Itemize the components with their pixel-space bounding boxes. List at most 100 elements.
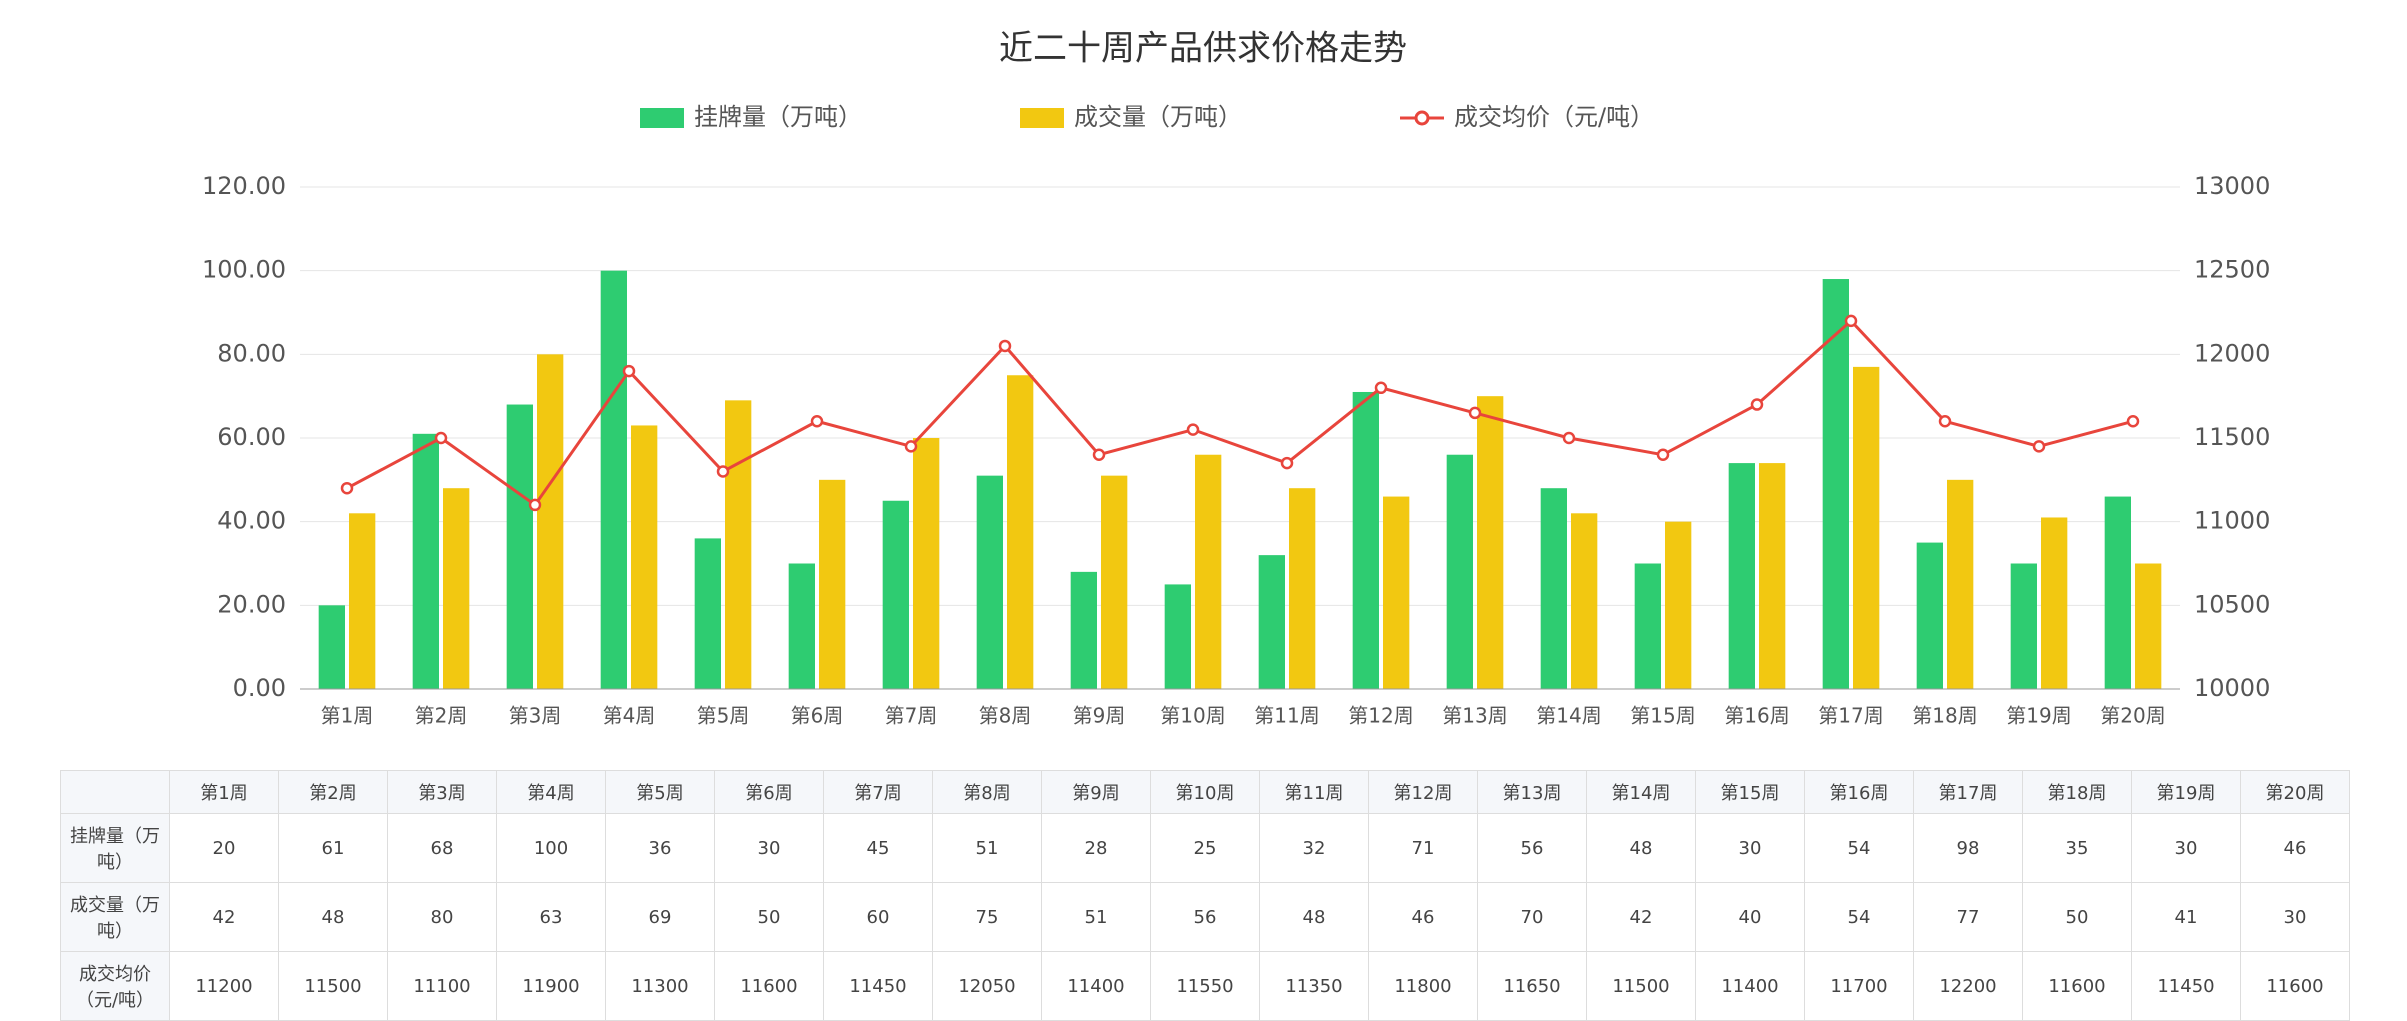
table-cell: 42	[1587, 883, 1696, 952]
price-point	[1188, 425, 1198, 435]
price-point	[530, 500, 540, 510]
table-cell: 11550	[1151, 952, 1260, 1021]
table-header: 第19周	[2132, 771, 2241, 814]
table-cell: 11400	[1042, 952, 1151, 1021]
price-point	[1000, 341, 1010, 351]
price-point	[624, 366, 634, 376]
bar	[977, 476, 1003, 689]
bar	[1259, 555, 1285, 689]
table-cell: 63	[497, 883, 606, 952]
bar	[1447, 455, 1473, 689]
table-cell: 48	[1587, 814, 1696, 883]
y2-tick-label: 12500	[2194, 256, 2270, 284]
table-header: 第17周	[1914, 771, 2023, 814]
table-cell: 11600	[2023, 952, 2132, 1021]
y-tick-label: 60.00	[217, 423, 286, 451]
bar	[1071, 572, 1097, 689]
x-tick-label: 第17周	[1818, 704, 1883, 728]
table-cell: 98	[1914, 814, 2023, 883]
data-table: 第1周第2周第3周第4周第5周第6周第7周第8周第9周第10周第11周第12周第…	[60, 770, 2350, 1021]
table-cell: 48	[279, 883, 388, 952]
x-tick-label: 第2周	[415, 704, 468, 728]
y-tick-label: 20.00	[217, 590, 286, 618]
price-point	[436, 433, 446, 443]
table-cell: 100	[497, 814, 606, 883]
table-header: 第11周	[1260, 771, 1369, 814]
chart: 近二十周产品供求价格走势 0.0020.0040.0060.0080.00100…	[0, 0, 2407, 760]
x-tick-label: 第8周	[979, 704, 1032, 728]
table-cell: 25	[1151, 814, 1260, 883]
bar	[1917, 543, 1943, 689]
table-cell: 12050	[933, 952, 1042, 1021]
bar	[631, 425, 657, 689]
price-point	[1752, 400, 1762, 410]
table-corner	[61, 771, 170, 814]
page: {"chart_data": {"type": "bar", "title": …	[0, 0, 2407, 966]
table-cell: 69	[606, 883, 715, 952]
price-point	[1846, 316, 1856, 326]
bar	[507, 405, 533, 689]
bar	[1823, 279, 1849, 689]
y2-tick-label: 10000	[2194, 674, 2270, 702]
y2-tick-label: 10500	[2194, 590, 2270, 618]
table-cell: 50	[715, 883, 824, 952]
bar	[1541, 488, 1567, 689]
legend-swatch	[1020, 108, 1064, 128]
x-tick-label: 第18周	[1912, 704, 1977, 728]
bar	[1947, 480, 1973, 689]
bar	[537, 354, 563, 689]
table-header: 第4周	[497, 771, 606, 814]
x-tick-label: 第10周	[1160, 704, 1225, 728]
y-tick-label: 80.00	[217, 339, 286, 367]
table-header: 第2周	[279, 771, 388, 814]
x-tick-label: 第12周	[1348, 704, 1413, 728]
bar	[349, 513, 375, 689]
legend-swatch	[1416, 112, 1428, 124]
price-point	[1470, 408, 1480, 418]
table-cell: 28	[1042, 814, 1151, 883]
table-cell: 41	[2132, 883, 2241, 952]
table-header: 第15周	[1696, 771, 1805, 814]
table-cell: 32	[1260, 814, 1369, 883]
x-tick-label: 第9周	[1073, 704, 1126, 728]
table-cell: 11450	[824, 952, 933, 1021]
bar	[1007, 375, 1033, 689]
x-tick-label: 第14周	[1536, 704, 1601, 728]
x-tick-label: 第1周	[321, 704, 374, 728]
bar	[883, 501, 909, 689]
bar	[1571, 513, 1597, 689]
bar	[2041, 517, 2067, 689]
chart-title: 近二十周产品供求价格走势	[999, 29, 1407, 69]
bar	[2011, 564, 2037, 690]
table-cell: 46	[1369, 883, 1478, 952]
table-cell: 71	[1369, 814, 1478, 883]
bar	[443, 488, 469, 689]
table-cell: 30	[2241, 883, 2350, 952]
price-point	[1376, 383, 1386, 393]
x-tick-label: 第4周	[603, 704, 656, 728]
table-cell: 11900	[497, 952, 606, 1021]
x-tick-label: 第7周	[885, 704, 938, 728]
table-header: 第7周	[824, 771, 933, 814]
bar	[1853, 367, 1879, 689]
table-header-row: 第1周第2周第3周第4周第5周第6周第7周第8周第9周第10周第11周第12周第…	[61, 771, 2350, 814]
table-cell: 40	[1696, 883, 1805, 952]
table-row: 挂牌量（万吨）206168100363045512825327156483054…	[61, 814, 2350, 883]
legend-swatch	[640, 108, 684, 128]
bar	[1165, 584, 1191, 689]
table-header: 第14周	[1587, 771, 1696, 814]
table-cell: 11200	[170, 952, 279, 1021]
table-cell: 51	[933, 814, 1042, 883]
table-cell: 11600	[715, 952, 824, 1021]
table-header: 第9周	[1042, 771, 1151, 814]
y2-tick-label: 11500	[2194, 423, 2270, 451]
table-cell: 11700	[1805, 952, 1914, 1021]
bar	[2135, 564, 2161, 690]
bar	[1477, 396, 1503, 689]
table-cell: 80	[388, 883, 497, 952]
price-point	[906, 441, 916, 451]
bar	[1353, 392, 1379, 689]
legend-label: 成交均价（元/吨）	[1454, 103, 1654, 131]
bar	[789, 564, 815, 690]
